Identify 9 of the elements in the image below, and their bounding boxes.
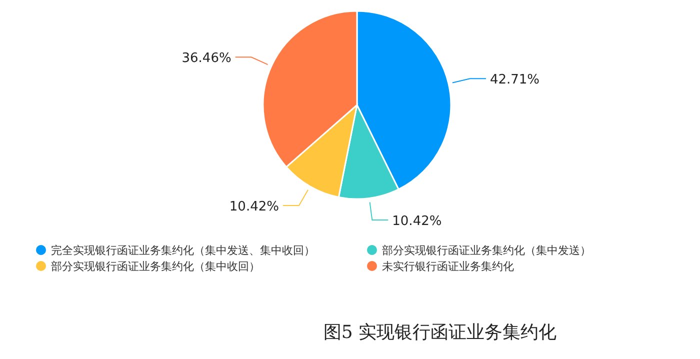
legend-label: 部分实现银行函证业务集约化（集中发送）: [382, 244, 591, 257]
legend-label: 未实行银行函证业务集约化: [382, 260, 514, 273]
legend-label: 完全实现银行函证业务集约化（集中发送、集中收回）: [51, 244, 315, 257]
data-label: 10.42%: [229, 199, 279, 214]
data-label: 42.71%: [490, 72, 540, 88]
data-label: 10.42%: [392, 214, 442, 230]
data-label: 36.46%: [182, 51, 232, 66]
text: 图5 实现银行函证业务集约化: [323, 322, 557, 343]
legend-label: 部分实现银行函证业务集约化（集中收回）: [51, 260, 260, 273]
